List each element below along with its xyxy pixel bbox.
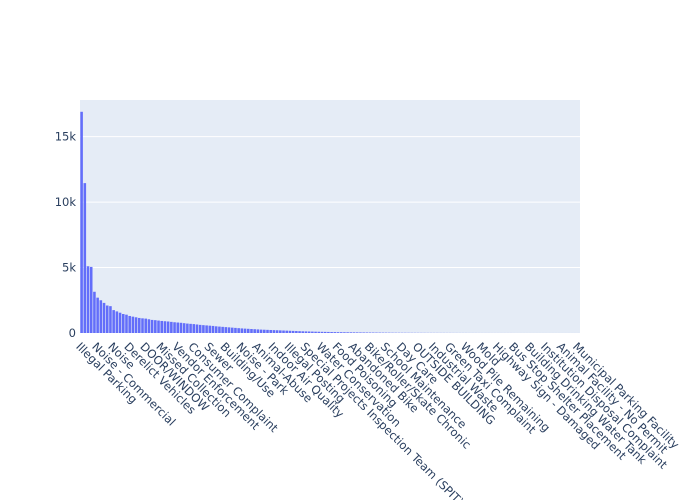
y-tick-label: 0 xyxy=(69,326,76,340)
bar[interactable] xyxy=(314,332,317,333)
bar[interactable] xyxy=(298,331,301,333)
bar[interactable] xyxy=(330,332,333,333)
bar[interactable] xyxy=(346,332,349,333)
bar[interactable] xyxy=(93,292,96,333)
bar[interactable] xyxy=(301,331,304,333)
bar[interactable] xyxy=(148,319,151,333)
bar[interactable] xyxy=(356,332,359,333)
bar[interactable] xyxy=(305,331,308,333)
bar[interactable] xyxy=(218,327,221,333)
bar[interactable] xyxy=(250,329,253,333)
bar[interactable] xyxy=(292,331,295,333)
bar[interactable] xyxy=(173,322,176,333)
bar[interactable] xyxy=(318,332,321,333)
bar[interactable] xyxy=(209,326,212,333)
bar[interactable] xyxy=(289,331,292,333)
bar[interactable] xyxy=(253,329,256,333)
bar[interactable] xyxy=(151,320,154,333)
bar[interactable] xyxy=(221,327,224,333)
bar[interactable] xyxy=(135,317,138,333)
bar[interactable] xyxy=(103,303,106,333)
bar[interactable] xyxy=(295,331,298,333)
bar[interactable] xyxy=(109,306,112,333)
bar[interactable] xyxy=(234,328,237,333)
bar[interactable] xyxy=(186,324,189,333)
bar[interactable] xyxy=(350,332,353,333)
y-axis: 0 5k 10k 15k xyxy=(55,130,77,340)
bar[interactable] xyxy=(125,315,128,333)
bar[interactable] xyxy=(176,323,179,333)
bar[interactable] xyxy=(237,328,240,333)
bar[interactable] xyxy=(244,329,247,333)
bar[interactable] xyxy=(273,330,276,333)
bar[interactable] xyxy=(112,310,115,333)
bar[interactable] xyxy=(106,306,109,333)
bar[interactable] xyxy=(231,328,234,333)
bar[interactable] xyxy=(343,332,346,333)
bar[interactable] xyxy=(138,318,141,333)
bar[interactable] xyxy=(228,327,231,333)
plot-background xyxy=(80,100,580,333)
bar[interactable] xyxy=(282,331,285,333)
bar[interactable] xyxy=(269,330,272,333)
bar[interactable] xyxy=(80,112,83,333)
bar[interactable] xyxy=(353,332,356,333)
bar[interactable] xyxy=(122,314,125,333)
bar[interactable] xyxy=(260,330,263,333)
bar[interactable] xyxy=(359,332,362,333)
bar[interactable] xyxy=(321,332,324,333)
bar[interactable] xyxy=(215,326,218,333)
bar[interactable] xyxy=(183,323,186,333)
bar[interactable] xyxy=(205,325,208,333)
bar[interactable] xyxy=(193,324,196,333)
bar[interactable] xyxy=(311,332,314,333)
bar[interactable] xyxy=(279,330,282,333)
bar[interactable] xyxy=(160,321,163,333)
bar[interactable] xyxy=(189,324,192,333)
bar[interactable] xyxy=(241,328,244,333)
bar[interactable] xyxy=(247,329,250,333)
bar[interactable] xyxy=(334,332,337,333)
bar[interactable] xyxy=(202,325,205,333)
bar[interactable] xyxy=(308,331,311,333)
bar[interactable] xyxy=(266,330,269,333)
bar[interactable] xyxy=(87,266,90,333)
bar[interactable] xyxy=(276,330,279,333)
bar[interactable] xyxy=(327,332,330,333)
bar[interactable] xyxy=(90,267,93,333)
bar[interactable] xyxy=(141,318,144,333)
bar[interactable] xyxy=(157,321,160,333)
bar[interactable] xyxy=(257,329,260,333)
bar[interactable] xyxy=(96,298,99,333)
bar[interactable] xyxy=(164,321,167,333)
bar[interactable] xyxy=(132,317,135,333)
bar[interactable] xyxy=(199,325,202,333)
y-tick-label: 10k xyxy=(55,195,77,209)
bar[interactable] xyxy=(116,311,119,333)
bar[interactable] xyxy=(119,313,122,333)
bar[interactable] xyxy=(337,332,340,333)
bar[interactable] xyxy=(285,331,288,333)
bar[interactable] xyxy=(167,321,170,333)
bar[interactable] xyxy=(128,316,131,333)
bar[interactable] xyxy=(362,332,365,333)
bar[interactable] xyxy=(196,324,199,333)
bar[interactable] xyxy=(100,300,103,333)
y-tick-label: 5k xyxy=(62,261,76,275)
bar[interactable] xyxy=(324,332,327,333)
bar[interactable] xyxy=(263,330,266,333)
bar[interactable] xyxy=(212,326,215,333)
bar[interactable] xyxy=(170,322,173,333)
bar[interactable] xyxy=(340,332,343,333)
bar[interactable] xyxy=(144,319,147,333)
bar[interactable] xyxy=(225,327,228,333)
bar[interactable] xyxy=(84,183,87,333)
y-tick-label: 15k xyxy=(55,130,77,144)
bar[interactable] xyxy=(180,323,183,333)
bar[interactable] xyxy=(154,320,157,333)
